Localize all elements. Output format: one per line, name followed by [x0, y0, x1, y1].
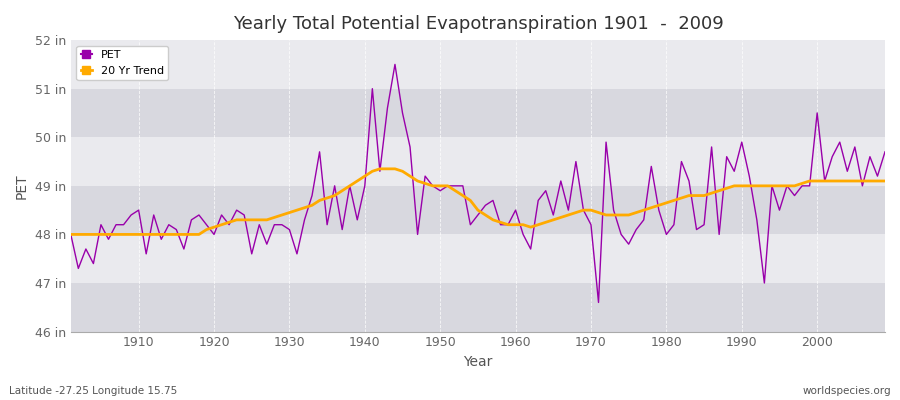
- Text: Latitude -27.25 Longitude 15.75: Latitude -27.25 Longitude 15.75: [9, 386, 177, 396]
- Title: Yearly Total Potential Evapotranspiration 1901  -  2009: Yearly Total Potential Evapotranspiratio…: [232, 15, 724, 33]
- Legend: PET, 20 Yr Trend: PET, 20 Yr Trend: [76, 46, 168, 80]
- Bar: [71, 89, 885, 137]
- X-axis label: Year: Year: [464, 355, 492, 369]
- Bar: [71, 137, 885, 186]
- Bar: [71, 40, 885, 89]
- Y-axis label: PET: PET: [15, 173, 29, 199]
- Bar: [71, 186, 885, 234]
- Bar: [71, 283, 885, 332]
- Text: worldspecies.org: worldspecies.org: [803, 386, 891, 396]
- Bar: [71, 234, 885, 283]
